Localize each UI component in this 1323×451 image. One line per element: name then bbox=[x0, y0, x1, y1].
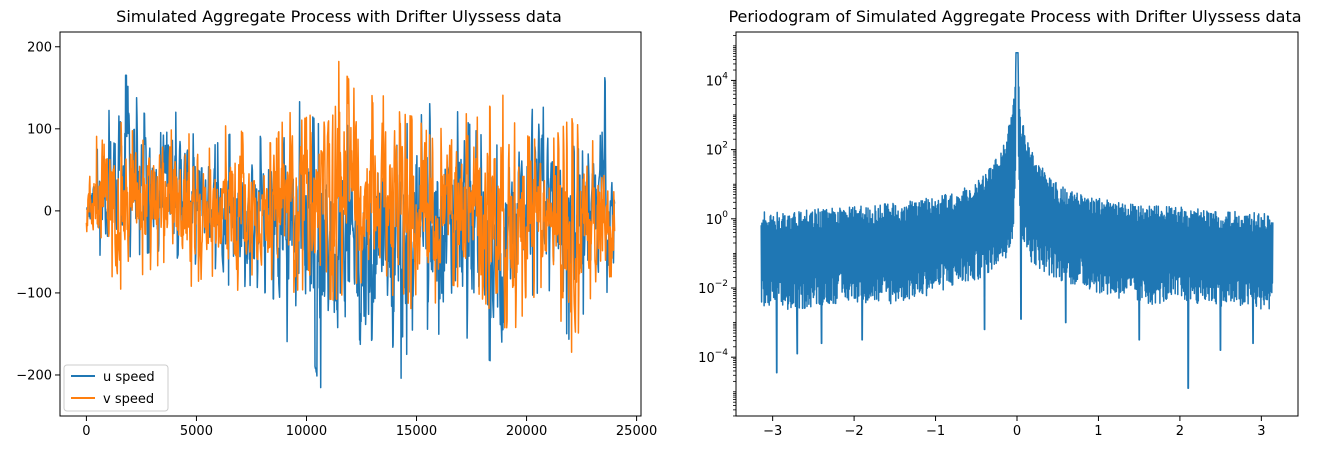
right-chart-title: Periodogram of Simulated Aggregate Proce… bbox=[728, 7, 1301, 26]
x-tick-label: 10000 bbox=[286, 424, 327, 439]
legend-v-label: v speed bbox=[103, 392, 154, 407]
legend-u-label: u speed bbox=[103, 370, 155, 385]
x-tick-label: 2 bbox=[1176, 424, 1184, 439]
y-tick-label: 104 bbox=[706, 71, 729, 89]
y-tick-label: 200 bbox=[27, 40, 52, 55]
right-plot-area bbox=[760, 52, 1274, 390]
x-tick-label: 0 bbox=[1013, 424, 1021, 439]
x-tick-label: 0 bbox=[82, 424, 90, 439]
right-chart: Periodogram of Simulated Aggregate Proce… bbox=[698, 7, 1301, 439]
x-tick-label: 1 bbox=[1094, 424, 1102, 439]
y-tick-label: 10−4 bbox=[698, 348, 728, 366]
y-tick-label: 100 bbox=[706, 210, 729, 228]
x-tick-label: 5000 bbox=[180, 424, 213, 439]
series-line-u-speed bbox=[85, 74, 616, 389]
y-tick-label: 10−2 bbox=[698, 279, 728, 297]
left-plot-area bbox=[85, 60, 616, 389]
right-x-axis: −3 −2 −1 0 1 2 3 bbox=[763, 416, 1265, 439]
left-chart: Simulated Aggregate Process with Drifter… bbox=[16, 7, 657, 439]
x-tick-label: 25000 bbox=[616, 424, 657, 439]
x-tick-label: −3 bbox=[763, 424, 782, 439]
left-chart-title: Simulated Aggregate Process with Drifter… bbox=[116, 7, 562, 26]
y-tick-label: 100 bbox=[27, 122, 52, 137]
y-tick-label: −200 bbox=[16, 368, 52, 383]
left-x-axis: 0 5000 10000 15000 20000 25000 bbox=[82, 416, 657, 439]
y-tick-label: −100 bbox=[16, 286, 52, 301]
y-tick-label: 0 bbox=[44, 204, 52, 219]
legend: u speed v speed bbox=[63, 364, 169, 412]
x-tick-label: 3 bbox=[1257, 424, 1265, 439]
periodogram-line bbox=[760, 52, 1274, 390]
y-tick-label: 102 bbox=[706, 141, 728, 159]
series-line-v-speed bbox=[85, 60, 616, 353]
x-tick-label: 15000 bbox=[396, 424, 437, 439]
x-tick-label: 20000 bbox=[506, 424, 547, 439]
right-y-axis: 10−4 10−2 100 102 104 bbox=[698, 35, 736, 417]
x-tick-label: −1 bbox=[926, 424, 945, 439]
x-tick-label: −2 bbox=[845, 424, 864, 439]
left-axes-frame bbox=[59, 31, 642, 417]
left-y-axis: −200 −100 0 100 200 bbox=[16, 40, 60, 383]
